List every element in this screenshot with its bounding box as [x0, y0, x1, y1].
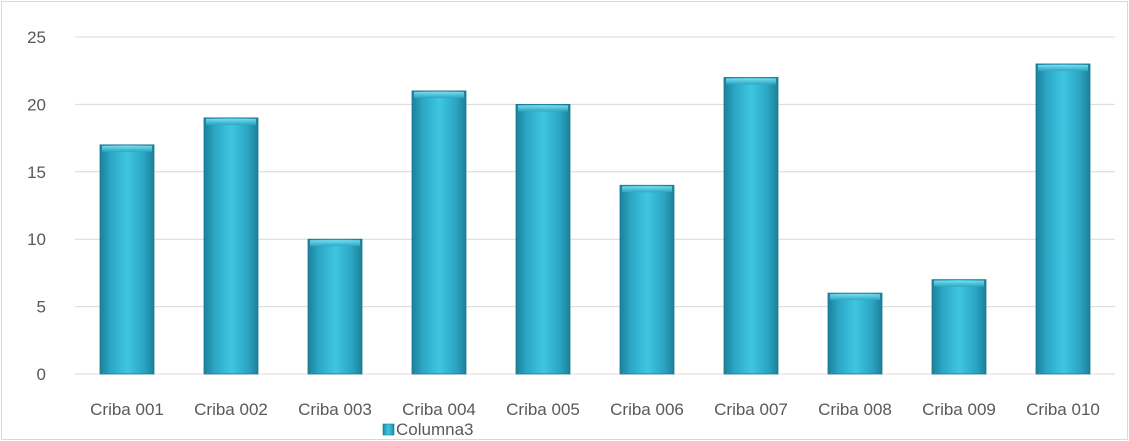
bar-body [1035, 63, 1091, 375]
bar-body [411, 90, 467, 375]
bar-bevel [726, 78, 776, 85]
bar-6 [619, 184, 675, 375]
bar-bevel [830, 294, 880, 301]
bar-2 [203, 117, 259, 375]
bar-bevel [622, 186, 672, 193]
bar-bevel [934, 280, 984, 287]
bar-body [827, 292, 883, 375]
bar-9 [931, 279, 987, 375]
bar-bevel [1038, 64, 1088, 71]
x-tick-label: Criba 007 [714, 400, 788, 419]
bar-8 [827, 292, 883, 375]
x-tick-label: Criba 003 [298, 400, 372, 419]
x-tick-label: Criba 005 [506, 400, 580, 419]
bar-bevel [518, 105, 568, 112]
bar-3 [307, 238, 363, 375]
bar-bevel [206, 118, 256, 125]
bar-body [515, 104, 571, 375]
legend-label-columna3: Columna3 [396, 420, 474, 439]
bar-bevel [102, 145, 152, 152]
bar-body [931, 279, 987, 375]
legend-swatch-columna3 [382, 423, 395, 436]
y-tick-label-0: 0 [37, 365, 46, 384]
bar-bevel [310, 240, 360, 247]
x-tick-label: Criba 002 [194, 400, 268, 419]
bar-10 [1035, 63, 1091, 375]
y-tick-label-5: 5 [37, 298, 46, 317]
x-tick-label: Criba 006 [610, 400, 684, 419]
bar-1 [99, 144, 155, 375]
x-tick-label: Criba 004 [402, 400, 476, 419]
y-tick-label-20: 20 [27, 95, 46, 114]
x-tick-label: Criba 008 [818, 400, 892, 419]
bar-7 [723, 77, 779, 375]
x-tick-label: Criba 009 [922, 400, 996, 419]
bar-body [99, 144, 155, 375]
bar-body [619, 184, 675, 375]
y-axis-ticks: 0 5 10 15 20 25 [27, 28, 46, 384]
bars [99, 63, 1091, 375]
x-axis-ticks: Criba 001 Criba 002 Criba 003 Criba 004 Crib… [90, 400, 1100, 419]
bar-body [307, 238, 363, 375]
bar-4 [411, 90, 467, 375]
y-tick-label-15: 15 [27, 163, 46, 182]
bar-body [203, 117, 259, 375]
bar-5 [515, 104, 571, 375]
y-tick-label-25: 25 [27, 28, 46, 47]
x-tick-label: Criba 010 [1026, 400, 1100, 419]
bar-body [723, 77, 779, 375]
y-tick-label-10: 10 [27, 230, 46, 249]
legend: Columna3 [382, 420, 474, 439]
x-tick-label: Criba 001 [90, 400, 164, 419]
bar-bevel [414, 91, 464, 98]
